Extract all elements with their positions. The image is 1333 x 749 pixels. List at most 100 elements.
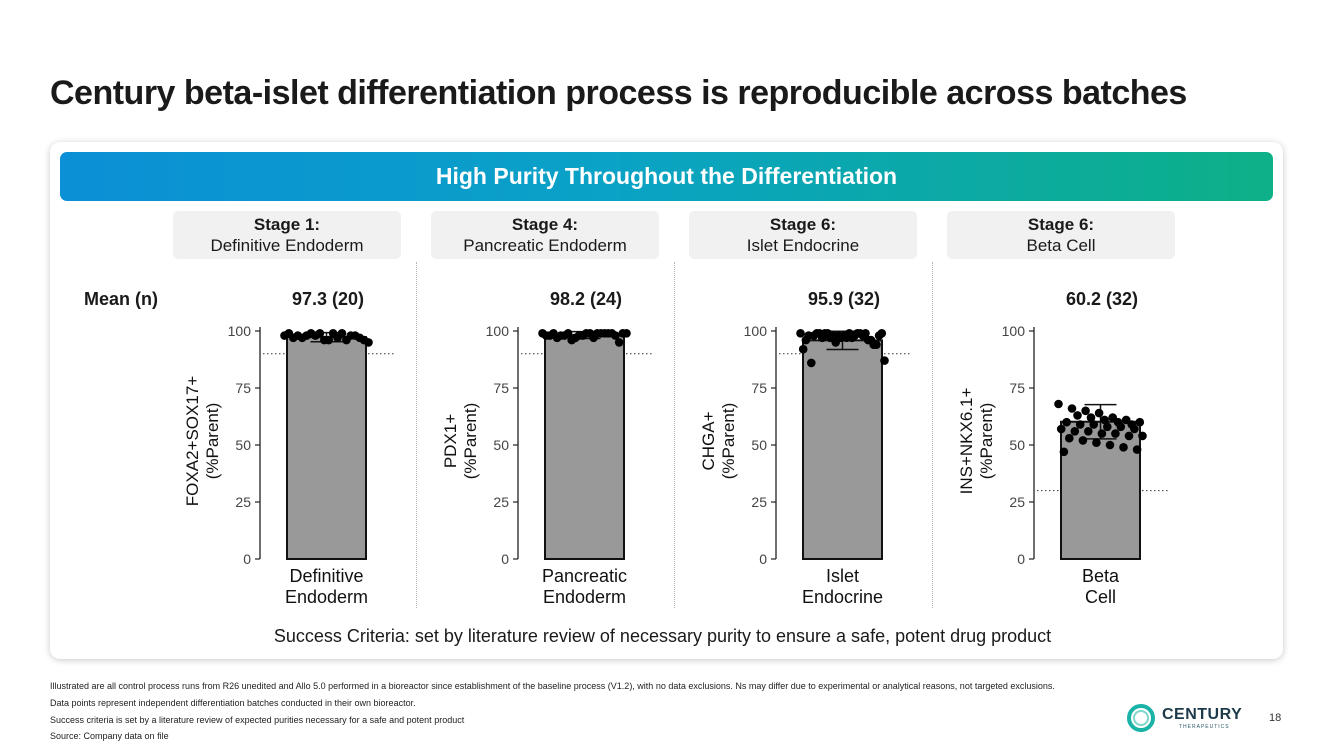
data-point (611, 331, 620, 340)
data-point (1062, 417, 1071, 427)
data-point (1067, 404, 1077, 413)
data-point (1119, 443, 1128, 452)
success-criteria: Success Criteria: set by literature revi… (273, 626, 1052, 646)
data-point (1081, 406, 1090, 416)
x-category-label: Cell (1085, 587, 1116, 607)
data-point (807, 358, 816, 368)
y-tick-label: 25 (235, 494, 251, 510)
data-point (869, 340, 878, 350)
y-tick-label: 50 (235, 437, 251, 453)
y-tick-label: 100 (486, 323, 510, 339)
data-point (563, 329, 573, 338)
data-point (1084, 427, 1093, 436)
x-category-label: Pancreatic (542, 566, 627, 586)
y-tick-label: 0 (243, 551, 251, 567)
data-point (1105, 440, 1115, 450)
century-logo-icon (1127, 704, 1155, 732)
y-axis-label: CHGA+(%Parent) (699, 403, 738, 480)
page-title: Century beta-islet differentiation proce… (50, 74, 1187, 112)
footnote: Illustrated are all control process runs… (50, 681, 1055, 691)
y-tick-label: 75 (235, 380, 251, 396)
bar (802, 339, 883, 560)
bar (286, 336, 367, 560)
data-point (596, 329, 606, 338)
data-point (359, 335, 369, 345)
data-point (798, 344, 808, 354)
mean-value-4: 60.2 (32) (1065, 289, 1139, 309)
data-point (556, 331, 566, 340)
data-point (1078, 436, 1088, 445)
y-tick-label: 25 (751, 494, 767, 510)
data-point (1138, 431, 1147, 441)
data-point (1065, 433, 1074, 443)
data-point (306, 329, 316, 338)
logo-subtitle: THERAPEUTICS (1179, 724, 1230, 730)
data-point (1086, 413, 1096, 422)
data-point (284, 329, 294, 338)
y-axis-label-line: PDX1+ (441, 414, 460, 468)
logo-wordmark: CENTURY (1162, 706, 1243, 723)
data-point (1135, 417, 1145, 427)
y-axis-label-line: (%Parent) (977, 403, 996, 480)
y-tick-label: 50 (751, 437, 767, 453)
data-point (618, 329, 628, 338)
x-category-label: Islet (826, 566, 859, 586)
y-axis-label-line: INS+NKX6.1+ (957, 388, 976, 495)
data-point (815, 329, 824, 338)
x-category-label: Beta (1082, 566, 1120, 586)
data-point (874, 331, 884, 340)
stage-name: Beta Cell (1026, 236, 1096, 255)
y-tick-label: 0 (501, 551, 509, 567)
data-point (1073, 411, 1082, 420)
stage-name: Definitive Endoderm (210, 236, 364, 255)
x-category-label: Endoderm (285, 587, 368, 607)
data-point (293, 331, 303, 340)
data-point (578, 331, 587, 340)
stage-header-1: Stage 1: Definitive Endoderm (173, 211, 401, 259)
data-point (1059, 447, 1069, 457)
x-category-label: Endoderm (543, 587, 626, 607)
y-axis-label-line: (%Parent) (719, 403, 738, 480)
data-point (541, 331, 551, 340)
data-point (1054, 399, 1063, 409)
y-tick-label: 0 (1017, 551, 1025, 567)
footnote: Source: Company data on file (50, 731, 169, 741)
data-point (346, 331, 356, 340)
y-tick-label: 75 (751, 380, 767, 396)
panel-divider (932, 262, 933, 608)
y-axis-label: INS+NKX6.1+(%Parent) (957, 388, 996, 495)
mean-n-label: Mean (n) (84, 289, 158, 309)
y-tick-label: 50 (1009, 437, 1025, 453)
panel-divider (416, 262, 417, 608)
stage-number: Stage 6: (1027, 215, 1095, 234)
y-axis-label-line: CHGA+ (699, 411, 718, 470)
x-category-label: Endocrine (802, 587, 883, 607)
y-tick-label: 50 (493, 437, 509, 453)
data-point (589, 333, 598, 343)
mean-value-1: 97.3 (20) (291, 289, 365, 309)
mean-value-3: 95.9 (32) (807, 289, 881, 309)
stage-number: Stage 6: (769, 215, 837, 234)
y-tick-label: 100 (228, 323, 252, 339)
y-tick-label: 75 (1009, 380, 1025, 396)
data-point (828, 331, 838, 340)
footnote: Data points represent independent differ… (50, 698, 416, 708)
footnote: Success criteria is set by a literature … (50, 715, 465, 725)
bar (544, 334, 625, 560)
data-point (880, 356, 889, 365)
data-point (571, 333, 580, 343)
stage-header-4: Stage 6: Beta Cell (947, 211, 1175, 259)
y-tick-label: 100 (1002, 323, 1026, 339)
y-tick-label: 100 (744, 323, 768, 339)
data-point (1092, 438, 1101, 448)
x-category-label: Definitive (289, 566, 363, 586)
data-point (796, 329, 805, 338)
data-point (1075, 420, 1085, 429)
data-point (855, 329, 865, 338)
y-axis-label: FOXA2+SOX17+(%Parent) (183, 376, 222, 506)
stage-header-3: Stage 6: Islet Endocrine (689, 211, 917, 259)
data-point (801, 335, 811, 345)
data-point (1127, 420, 1136, 429)
y-tick-label: 25 (1009, 494, 1025, 510)
